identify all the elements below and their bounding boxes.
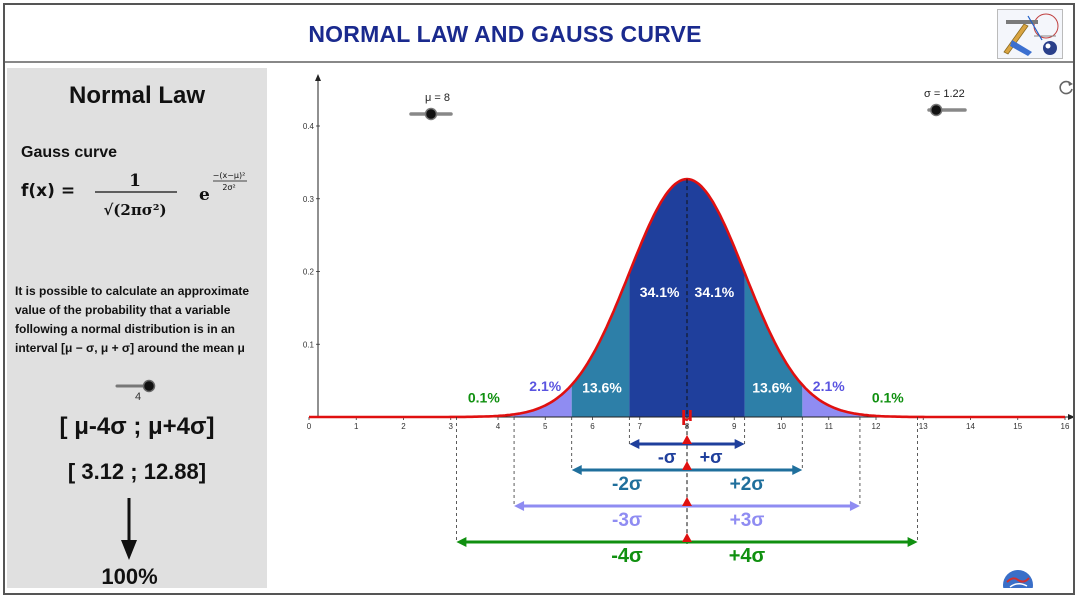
x-axis-arrow [1068,414,1073,420]
geometry-tools-logo-icon [997,9,1063,59]
gauss-chart[interactable]: 0123456789101112131415160.10.20.30.434.1… [269,68,1073,588]
sigma-slider-handle[interactable] [929,103,943,117]
interval-mean-marker [682,435,692,444]
interval-symbolic: [ μ-4σ ; μ+4σ] [59,413,215,440]
interval-arrowhead-right-4sigma [907,537,918,547]
probability-percentage: 100% [101,564,158,589]
x-tick-label: 7 [638,422,643,431]
y-axis-arrow [315,74,321,81]
interval-left-label: -4σ [611,545,643,567]
y-tick-label: 0.3 [303,195,315,204]
interval-right-label: +σ [700,447,723,467]
band-area-right-3sigma [802,384,860,417]
band-label: 34.1% [640,284,680,300]
x-tick-label: 12 [872,422,881,431]
interval-arrowhead-left-4sigma [456,537,467,547]
mu-slider-label: μ = 8 [425,92,450,104]
interval-arrowhead-right-2sigma [792,465,803,475]
x-tick-label: 5 [543,422,548,431]
y-tick-label: 0.4 [303,122,315,131]
formula-exp-base: e [199,185,210,205]
mu-marker: μ [681,404,693,426]
interval-right-label: +2σ [730,474,765,495]
graph-area[interactable]: 0123456789101112131415160.10.20.30.434.1… [269,68,1073,588]
band-label: 2.1% [529,378,561,394]
interval-numeric: [ 3.12 ; 12.88] [67,459,207,484]
x-tick-label: 1 [354,422,359,431]
interval-right-label: +3σ [730,510,765,531]
interval-mean-marker [682,497,692,506]
gauss-curve-caption: Gauss curve [21,144,118,161]
k-slider[interactable] [115,376,163,404]
x-tick-label: 15 [1013,422,1022,431]
x-tick-label: 4 [496,422,501,431]
interval-arrowhead-left-1sigma [629,439,640,449]
x-tick-label: 0 [307,422,312,431]
formula-lhs: f(x) = [21,181,75,201]
band-area-left-3sigma [514,384,572,417]
header: NORMAL LAW AND GAUSS CURVE [5,5,1073,63]
formula-exp-denominator: 2σ² [222,183,235,192]
formula-exp-numerator: −(x−μ)² [213,171,246,180]
band-label: 0.1% [872,389,904,405]
band-label: 13.6% [752,379,792,395]
k-slider-value: 4 [135,391,142,403]
interval-mean-marker [682,461,692,470]
y-tick-label: 0.1 [303,340,315,349]
sidebar: Normal Law Gauss curve f(x) = 1 √(2πσ²) … [7,68,267,589]
sigma-slider-label: σ = 1.22 [924,88,965,100]
band-label: 13.6% [582,379,622,395]
x-tick-label: 11 [825,422,834,431]
x-tick-label: 2 [401,422,406,431]
interval-arrowhead-right-1sigma [734,439,745,449]
x-tick-label: 9 [732,422,737,431]
gauss-curve-line [309,177,1065,419]
x-tick-label: 14 [966,422,975,431]
band-label: 2.1% [813,378,845,394]
app-title: NORMAL LAW AND GAUSS CURVE [308,21,702,47]
x-tick-label: 10 [777,422,786,431]
k-slider-handle[interactable] [142,379,156,393]
y-tick-label: 0.2 [303,268,315,277]
interval-right-label: +4σ [729,545,766,567]
interval-mean-marker [682,533,692,542]
x-tick-label: 13 [919,422,928,431]
app-frame: NORMAL LAW AND GAUSS CURVE Normal Law Ga… [3,3,1075,595]
x-tick-label: 16 [1061,422,1070,431]
formula-numerator: 1 [129,171,141,191]
interval-left-label: -2σ [612,474,642,495]
x-tick-label: 6 [590,422,595,431]
band-label: 34.1% [695,284,735,300]
reset-icon[interactable] [1057,78,1075,96]
probability-description: It is possible to calculate an approxima… [15,284,250,355]
interval-left-label: -σ [658,447,676,467]
down-arrow-icon [121,498,137,560]
interval-left-label: -3σ [612,510,642,531]
mu-slider-handle[interactable] [424,107,438,121]
formula-denominator: √(2πσ²) [103,201,166,219]
interval-arrowhead-right-3sigma [849,501,860,511]
band-label: 0.1% [468,389,500,405]
interval-arrowhead-left-2sigma [571,465,582,475]
gauss-formula: f(x) = 1 √(2πσ²) e −(x−μ)² 2σ² [21,171,247,219]
sidebar-title: Normal Law [68,82,206,109]
globe-icon[interactable] [1001,568,1035,588]
x-tick-label: 3 [449,422,454,431]
interval-arrowhead-left-3sigma [514,501,525,511]
